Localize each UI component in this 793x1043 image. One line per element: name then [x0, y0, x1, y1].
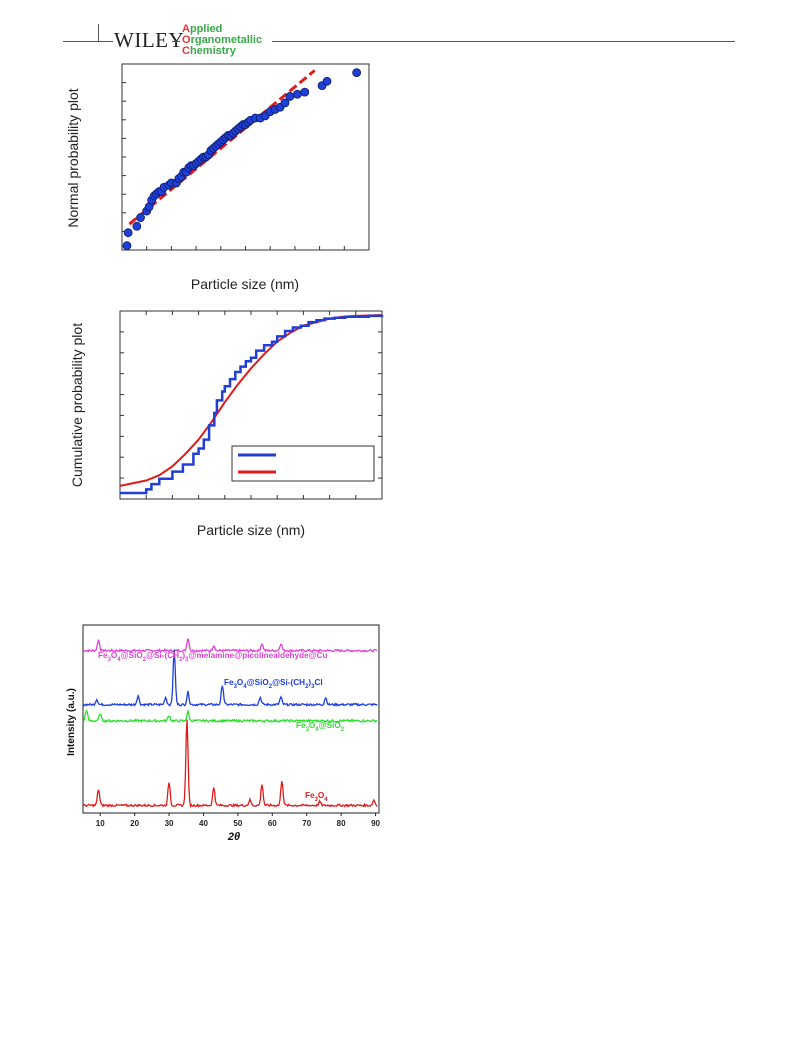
series-labels-group: Fe3O4@SiO2@Si-(CH2)3@melamine@picolineal… — [98, 651, 345, 803]
data-point — [292, 89, 302, 99]
plot-frame — [82, 624, 380, 814]
data-point — [285, 92, 295, 101]
data-point — [322, 76, 332, 86]
plot-frame — [121, 63, 370, 251]
series-label: Fe3O4@SiO2 — [296, 721, 345, 733]
x-tick-label: 50 — [233, 819, 242, 828]
x-tick-label: 30 — [165, 819, 174, 828]
x-axis-label: Particle size (nm) — [191, 276, 299, 292]
y-axis-label: Intensity (a.u.) — [66, 688, 77, 756]
series-label: Fe3O4 — [305, 791, 328, 803]
y-axis-label: Cumulative probability plot — [69, 323, 85, 487]
x-tick-label: 10 — [96, 819, 105, 828]
axis-ticks — [122, 82, 345, 250]
normal-probability-chart: Normal probability plot Particle size (n… — [65, 63, 370, 292]
journal-line-2: Organometallic — [182, 34, 263, 46]
xrd-pattern-line — [82, 649, 378, 707]
fit-line-group — [128, 69, 316, 226]
series-label: Fe3O4@SiO2@Si-(CH2)3@melamine@picolineal… — [98, 651, 328, 663]
publisher-logo: WILEY — [114, 28, 185, 52]
data-point — [122, 241, 132, 251]
x-tick-label: 40 — [199, 819, 208, 828]
x-tick-label: 80 — [337, 819, 346, 828]
x-axis-ticks: 10 20 30 40 50 60 70 80 90 — [96, 813, 381, 828]
header-rule-short — [172, 41, 180, 42]
x-tick-label: 90 — [371, 819, 380, 828]
data-point — [352, 68, 362, 78]
fit-line — [128, 69, 316, 226]
series-lines-group — [119, 314, 384, 495]
header-rule-right — [272, 41, 735, 42]
legend-box — [231, 445, 375, 482]
xrd-chart: 10 20 30 40 50 60 70 80 90 Fe3O4@SiO2@Si-(CH2)3@… — [66, 624, 381, 843]
x-tick-label: 70 — [302, 819, 311, 828]
xrd-pattern-line — [82, 638, 378, 653]
data-point — [123, 228, 133, 238]
cumulative-probability-chart: Cumulative probability plot Particle siz… — [69, 310, 384, 538]
x-tick-label: 60 — [268, 819, 277, 828]
xrd-pattern-line — [82, 708, 378, 724]
journal-logo: Applied Organometallic Chemistry — [182, 24, 262, 57]
journal-line-3: Chemistry — [182, 45, 236, 57]
empirical-step-line — [120, 314, 384, 495]
axis-ticks — [120, 311, 382, 499]
header-tick-mark — [98, 24, 99, 41]
xrd-pattern-line — [82, 719, 378, 808]
header-rule-left — [63, 41, 113, 42]
x-axis-label: 2θ — [227, 831, 240, 843]
data-point — [280, 98, 290, 108]
x-axis-label: Particle size (nm) — [197, 522, 305, 538]
data-point — [300, 87, 310, 97]
data-point — [132, 221, 142, 231]
data-point — [136, 213, 145, 222]
series-lines-group — [82, 638, 378, 808]
y-axis-label: Normal probability plot — [65, 88, 81, 227]
x-tick-label: 20 — [130, 819, 139, 828]
data-points-group — [122, 68, 362, 251]
journal-line-1: Applied — [182, 23, 223, 35]
series-label: Fe3O4@SiO2@Si-(CH2)3Cl — [224, 678, 323, 690]
